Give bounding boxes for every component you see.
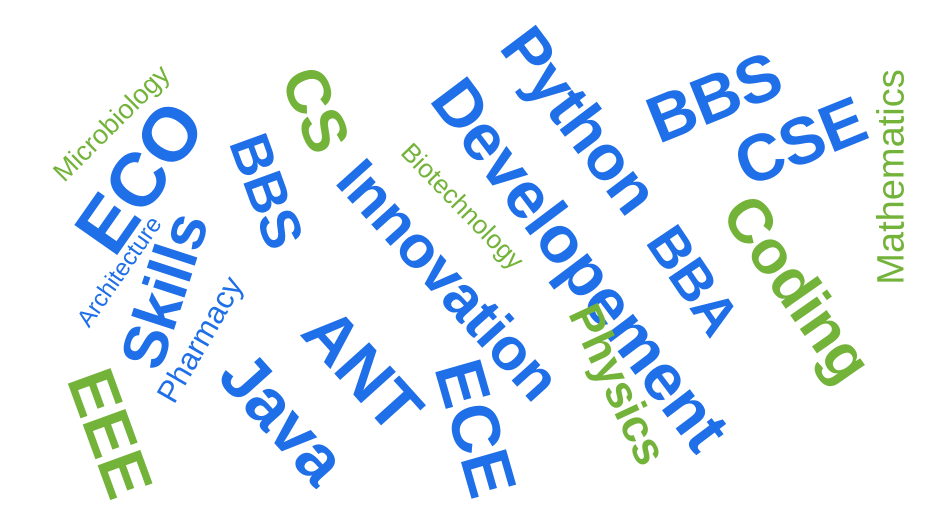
word-eee: EEE (52, 358, 167, 508)
word-mathematics: Mathematics (870, 69, 913, 285)
